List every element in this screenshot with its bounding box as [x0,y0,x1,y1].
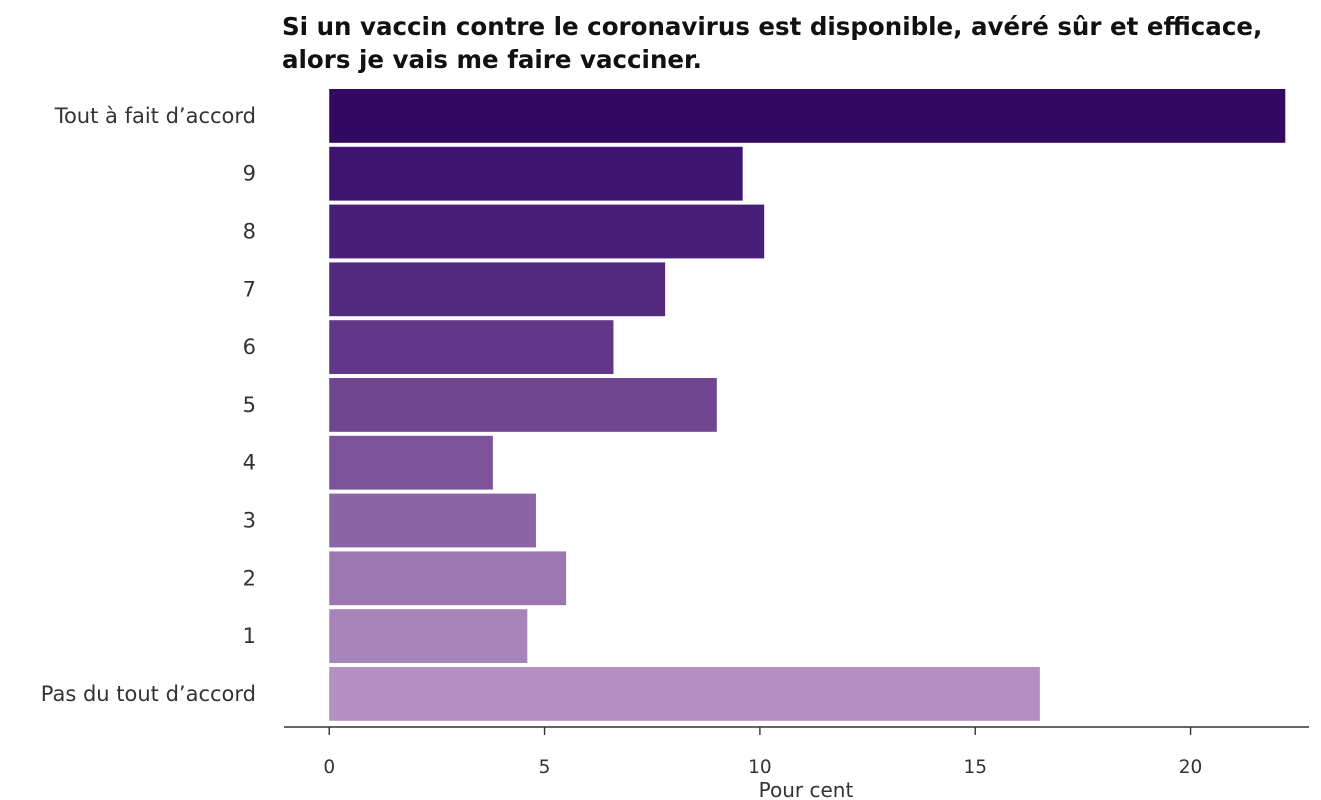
category-label-7: 3 [243,509,256,533]
bar-4 [329,320,614,374]
x-tick-label-0: 0 [323,757,335,778]
x-ticks-group: 0 5 10 15 20 [323,727,1202,778]
category-label-9: 1 [243,624,256,648]
chart-title: Si un vaccin contre le coronavirus est d… [282,12,1263,74]
bar-2 [329,204,765,259]
category-label-4: 6 [243,335,256,359]
category-label-3: 7 [243,277,256,301]
bar-10 [329,667,1040,721]
bar-0 [329,89,1286,143]
category-labels-group: Tout à fait d’accord 9 8 7 6 5 4 3 2 1 Pas du tout… [41,104,256,706]
bars-group [329,89,1286,721]
bar-7 [329,493,536,548]
x-tick-label-4: 20 [1179,757,1203,778]
category-label-0: Tout à fait d’accord [54,104,256,128]
category-label-10: Pas du tout d’accord [41,682,256,706]
bar-6 [329,435,493,490]
bar-1 [329,146,743,201]
bar-3 [329,262,666,317]
bar-8 [329,551,567,606]
bar-9 [329,609,528,663]
x-tick-label-3: 15 [963,757,987,778]
category-label-1: 9 [243,162,256,186]
category-label-5: 5 [243,393,256,417]
category-label-8: 2 [243,566,256,590]
x-tick-label-2: 10 [748,757,772,778]
x-axis-label: Pour cent [759,778,854,800]
category-label-6: 4 [243,451,256,475]
category-label-2: 8 [243,220,256,244]
x-tick-label-1: 5 [539,757,551,778]
bar-5 [329,378,717,432]
